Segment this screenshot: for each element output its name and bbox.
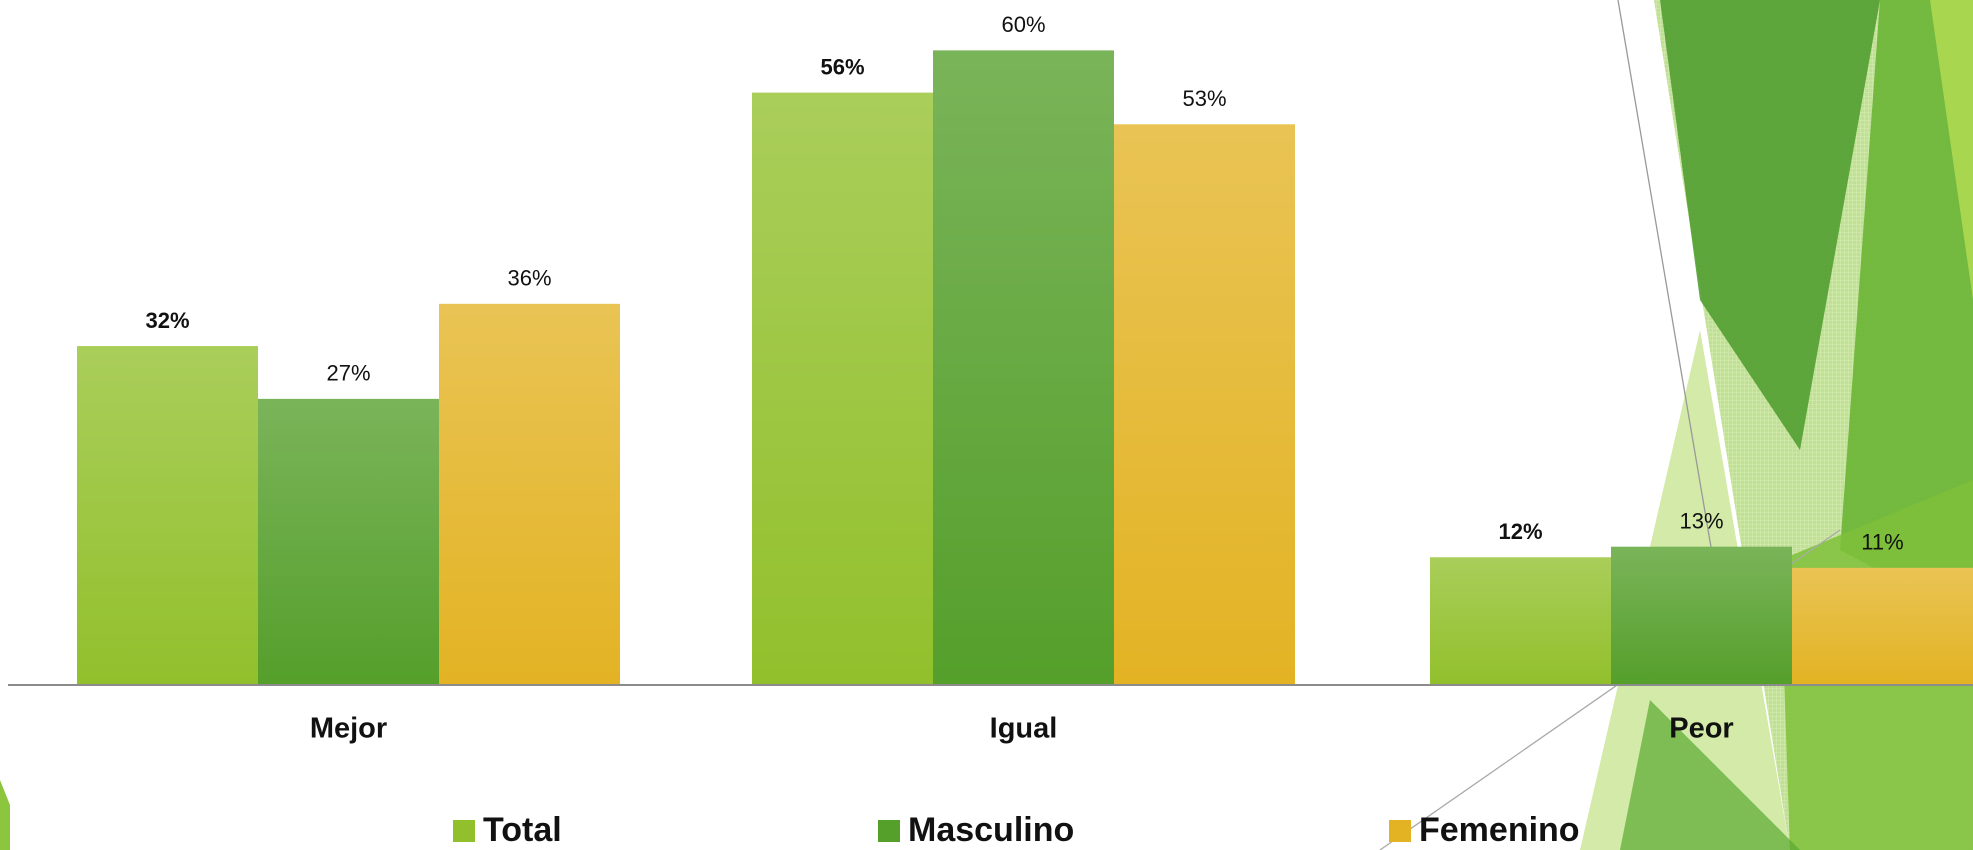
value-label: 36% [507, 266, 551, 291]
bar-shine [77, 346, 258, 684]
value-label: 60% [1001, 12, 1045, 37]
bar-shine [933, 50, 1114, 684]
value-label: 12% [1498, 519, 1542, 544]
legend-swatch [453, 820, 475, 842]
bar-shine [1792, 567, 1973, 684]
x-tick-label: Igual [990, 713, 1058, 745]
value-label: 13% [1679, 509, 1723, 534]
bar-shine [1611, 546, 1792, 684]
bar-shine [439, 303, 620, 684]
value-label: 32% [145, 308, 189, 333]
legend-label: Total [483, 811, 562, 849]
legend-swatch [1389, 820, 1411, 842]
value-label: 27% [326, 361, 370, 386]
x-tick-label: Peor [1669, 713, 1733, 745]
value-label: 56% [820, 54, 864, 79]
value-label: 53% [1182, 86, 1226, 111]
legend-label: Masculino [908, 811, 1074, 849]
bar-shine [1114, 124, 1295, 684]
plot-area [77, 50, 1973, 684]
legend-swatch [878, 820, 900, 842]
bar-shine [752, 92, 933, 684]
bar-shine [258, 398, 439, 684]
legend-label: Femenino [1419, 811, 1580, 849]
value-label: 11% [1861, 530, 1903, 555]
bar-shine [1430, 557, 1611, 684]
x-tick-label: Mejor [310, 713, 387, 745]
